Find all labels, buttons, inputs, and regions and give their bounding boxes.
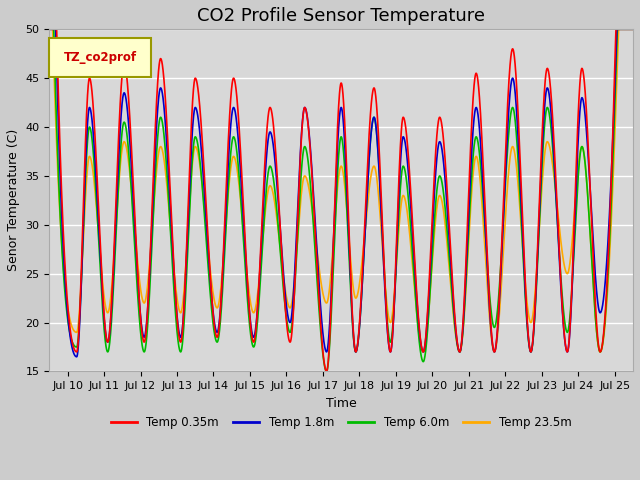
- Temp 0.35m: [269, 113, 276, 119]
- Temp 1.8m: [45, 26, 53, 32]
- Line: Temp 1.8m: Temp 1.8m: [49, 29, 633, 357]
- Temp 23.5m: [396, 220, 403, 226]
- Temp 1.8m: [629, 26, 637, 32]
- Temp 23.5m: [269, 187, 276, 193]
- Temp 6.0m: [45, 26, 53, 32]
- Temp 0.35m: [525, 343, 533, 348]
- Temp 1.8m: [269, 137, 276, 143]
- Temp 0.35m: [481, 203, 489, 208]
- Temp 23.5m: [456, 349, 463, 355]
- Temp 23.5m: [152, 181, 159, 187]
- Temp 23.5m: [525, 316, 533, 322]
- Line: Temp 0.35m: Temp 0.35m: [49, 29, 633, 372]
- Temp 1.8m: [525, 344, 533, 349]
- Temp 23.5m: [45, 26, 53, 32]
- Temp 6.0m: [152, 171, 159, 177]
- Temp 0.35m: [396, 162, 403, 168]
- Temp 6.0m: [269, 169, 276, 175]
- Temp 6.0m: [425, 306, 433, 312]
- Temp 6.0m: [525, 344, 533, 350]
- Temp 0.35m: [45, 26, 53, 32]
- Temp 0.35m: [323, 369, 330, 374]
- Temp 0.35m: [152, 124, 159, 130]
- Line: Temp 23.5m: Temp 23.5m: [49, 29, 633, 352]
- Temp 1.8m: [481, 221, 489, 227]
- Temp 6.0m: [323, 369, 330, 374]
- Title: CO2 Profile Sensor Temperature: CO2 Profile Sensor Temperature: [197, 7, 485, 25]
- Text: TZ_co2prof: TZ_co2prof: [64, 51, 137, 64]
- Temp 0.35m: [425, 282, 433, 288]
- Temp 6.0m: [629, 26, 637, 32]
- Temp 23.5m: [481, 246, 489, 252]
- Temp 1.8m: [396, 178, 403, 183]
- Temp 1.8m: [73, 354, 81, 360]
- Y-axis label: Senor Temperature (C): Senor Temperature (C): [7, 129, 20, 272]
- Temp 1.8m: [152, 143, 159, 149]
- Temp 23.5m: [629, 26, 637, 32]
- Line: Temp 6.0m: Temp 6.0m: [49, 29, 633, 372]
- X-axis label: Time: Time: [326, 396, 356, 410]
- Temp 23.5m: [425, 306, 433, 312]
- FancyBboxPatch shape: [49, 38, 152, 77]
- Temp 6.0m: [481, 225, 489, 230]
- Temp 6.0m: [396, 199, 403, 204]
- Temp 0.35m: [629, 26, 637, 32]
- Legend: Temp 0.35m, Temp 1.8m, Temp 6.0m, Temp 23.5m: Temp 0.35m, Temp 1.8m, Temp 6.0m, Temp 2…: [106, 411, 576, 434]
- Temp 1.8m: [425, 289, 433, 295]
